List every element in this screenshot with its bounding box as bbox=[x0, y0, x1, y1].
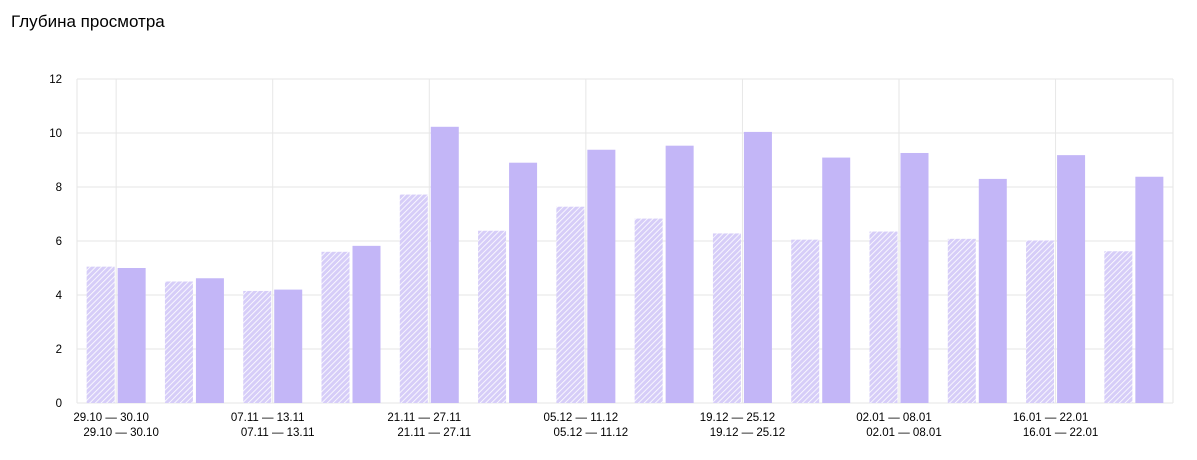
bar-current bbox=[195, 278, 224, 403]
y-tick-label: 4 bbox=[56, 290, 63, 302]
bar-current bbox=[665, 145, 694, 403]
bar-current bbox=[1057, 155, 1086, 403]
bar-previous bbox=[243, 290, 272, 403]
grid-lines bbox=[76, 78, 1174, 404]
bar-previous bbox=[86, 266, 115, 403]
bar-current bbox=[509, 162, 538, 403]
x-axis-labels: 29.10 — 30.10 29.10 — 30.10 07.11 — 13.11 0… bbox=[73, 412, 1098, 439]
x-tick-label-secondary: 05.12 — 11.12 bbox=[554, 427, 629, 439]
bar-previous bbox=[321, 251, 350, 403]
x-tick-label-secondary: 07.11 — 13.11 bbox=[241, 427, 315, 439]
bar-current bbox=[430, 126, 459, 403]
bar-previous bbox=[869, 231, 898, 403]
x-tick-label: 07.11 — 13.11 bbox=[231, 412, 305, 424]
x-tick-label-secondary: 29.10 — 30.10 bbox=[83, 427, 158, 439]
bar-current bbox=[822, 157, 851, 403]
x-tick-label-secondary: 02.01 — 08.01 bbox=[866, 427, 941, 439]
bar-current bbox=[117, 268, 146, 403]
chart-title: Глубина просмотра bbox=[11, 12, 165, 31]
y-tick-label: 8 bbox=[56, 182, 62, 194]
x-tick-label: 16.01 — 22.01 bbox=[1013, 412, 1088, 424]
y-tick-label: 12 bbox=[49, 74, 62, 86]
bar-current bbox=[1135, 176, 1164, 403]
x-tick-label: 05.12 — 11.12 bbox=[544, 412, 619, 424]
bar-current bbox=[352, 245, 381, 403]
bar-previous bbox=[556, 206, 585, 403]
x-tick-label-secondary: 21.11 — 27.11 bbox=[397, 427, 471, 439]
bar-current bbox=[978, 178, 1007, 403]
bar-previous bbox=[634, 218, 663, 403]
bar-previous bbox=[947, 238, 976, 403]
x-tick-label-secondary: 16.01 — 22.01 bbox=[1023, 427, 1098, 439]
bars bbox=[86, 126, 1164, 404]
bar-current bbox=[587, 149, 616, 403]
bar-previous bbox=[712, 233, 741, 403]
x-tick-label: 21.11 — 27.11 bbox=[387, 412, 461, 424]
bar-previous bbox=[164, 281, 193, 403]
y-axis-ticks: 0 2 4 6 8 10 12 bbox=[49, 74, 62, 410]
x-tick-label-secondary: 19.12 — 25.12 bbox=[710, 427, 785, 439]
y-tick-label: 6 bbox=[56, 236, 62, 248]
y-tick-label: 0 bbox=[56, 398, 62, 410]
bar-previous bbox=[791, 239, 820, 403]
bar-previous bbox=[1104, 251, 1133, 403]
y-tick-label: 2 bbox=[56, 344, 62, 356]
bar-current bbox=[743, 131, 772, 404]
x-tick-label: 02.01 — 08.01 bbox=[856, 412, 931, 424]
y-tick-label: 10 bbox=[49, 128, 62, 140]
bar-current bbox=[900, 152, 929, 403]
x-tick-label: 19.12 — 25.12 bbox=[700, 412, 775, 424]
bar-previous bbox=[399, 194, 428, 403]
bar-previous bbox=[478, 230, 507, 403]
x-tick-label: 29.10 — 30.10 bbox=[73, 412, 148, 424]
bar-previous bbox=[1026, 240, 1055, 403]
bar-current bbox=[274, 289, 303, 403]
